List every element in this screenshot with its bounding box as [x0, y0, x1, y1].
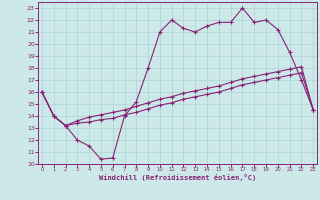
X-axis label: Windchill (Refroidissement éolien,°C): Windchill (Refroidissement éolien,°C): [99, 174, 256, 181]
